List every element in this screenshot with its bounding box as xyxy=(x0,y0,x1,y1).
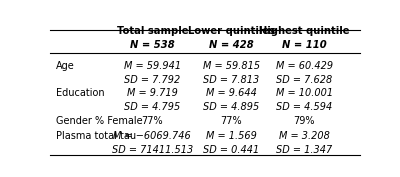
Text: 77%: 77% xyxy=(220,116,242,126)
Text: SD = 0.441: SD = 0.441 xyxy=(203,145,260,155)
Text: Plasma total tau: Plasma total tau xyxy=(56,131,136,141)
Text: Gender % Female: Gender % Female xyxy=(56,116,143,126)
Text: M = 1.569: M = 1.569 xyxy=(206,131,257,141)
Text: SD = 1.347: SD = 1.347 xyxy=(276,145,332,155)
Text: M = 59.941: M = 59.941 xyxy=(124,61,181,70)
Text: Total sample: Total sample xyxy=(116,25,188,36)
Text: 79%: 79% xyxy=(294,116,315,126)
Text: 77%: 77% xyxy=(142,116,163,126)
Text: Age: Age xyxy=(56,61,75,70)
Text: SD = 7.813: SD = 7.813 xyxy=(203,75,260,85)
Text: Lower quintiles: Lower quintiles xyxy=(188,25,275,36)
Text: Education: Education xyxy=(56,88,105,98)
Text: SD = 7.792: SD = 7.792 xyxy=(124,75,180,85)
Text: SD = 7.628: SD = 7.628 xyxy=(276,75,332,85)
Text: M = 9.644: M = 9.644 xyxy=(206,88,257,98)
Text: SD = 4.594: SD = 4.594 xyxy=(276,102,332,112)
Text: M = 10.001: M = 10.001 xyxy=(276,88,333,98)
Text: M = 59.815: M = 59.815 xyxy=(203,61,260,70)
Text: N = 538: N = 538 xyxy=(130,40,175,50)
Text: M = −6069.746: M = −6069.746 xyxy=(114,131,191,141)
Text: M = 9.719: M = 9.719 xyxy=(127,88,178,98)
Text: SD = 4.895: SD = 4.895 xyxy=(203,102,260,112)
Text: Highest quintile: Highest quintile xyxy=(259,25,350,36)
Text: N = 428: N = 428 xyxy=(209,40,254,50)
Text: M = 60.429: M = 60.429 xyxy=(276,61,333,70)
Text: N = 110: N = 110 xyxy=(282,40,326,50)
Text: M = 3.208: M = 3.208 xyxy=(279,131,330,141)
Text: SD = 4.795: SD = 4.795 xyxy=(124,102,180,112)
Text: SD = 71411.513: SD = 71411.513 xyxy=(112,145,193,155)
